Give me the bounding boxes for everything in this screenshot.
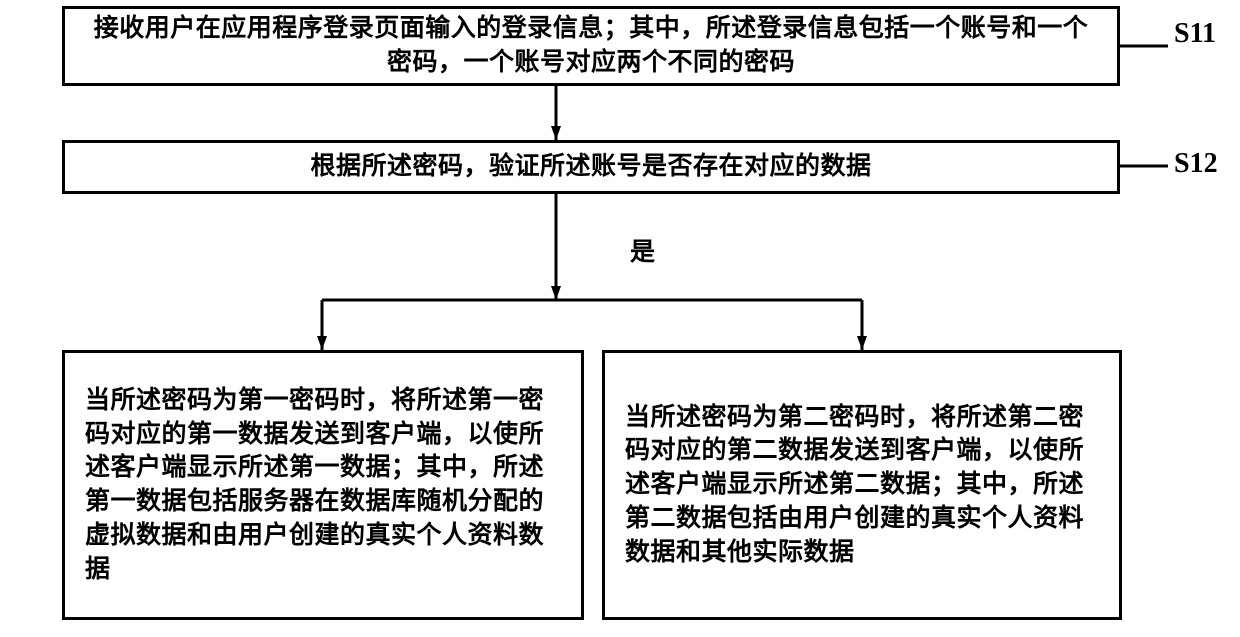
flow-step-s11-text: 接收用户在应用程序登录页面输入的登录信息；其中，所述登录信息包括一个账号和一个密…	[85, 12, 1097, 80]
decision-label-yes: 是	[630, 232, 655, 268]
flow-branch-second-password-text: 当所述密码为第二密码时，将所述第二密码对应的第二数据发送到客户端，以使所述客户端…	[625, 401, 1099, 570]
step-label-s12: S12	[1174, 148, 1218, 180]
flow-branch-second-password: 当所述密码为第二密码时，将所述第二密码对应的第二数据发送到客户端，以使所述客户端…	[602, 350, 1122, 620]
flow-step-s12: 根据所述密码，验证所述账号是否存在对应的数据	[62, 140, 1120, 194]
step-label-s11: S11	[1174, 18, 1216, 50]
flow-branch-first-password: 当所述密码为第一密码时，将所述第一密码对应的第一数据发送到客户端，以使所述客户端…	[62, 350, 584, 620]
flow-step-s12-text: 根据所述密码，验证所述账号是否存在对应的数据	[310, 150, 871, 184]
flow-step-s11: 接收用户在应用程序登录页面输入的登录信息；其中，所述登录信息包括一个账号和一个密…	[62, 6, 1120, 86]
flow-branch-first-password-text: 当所述密码为第一密码时，将所述第一密码对应的第一数据发送到客户端，以使所述客户端…	[85, 384, 561, 587]
